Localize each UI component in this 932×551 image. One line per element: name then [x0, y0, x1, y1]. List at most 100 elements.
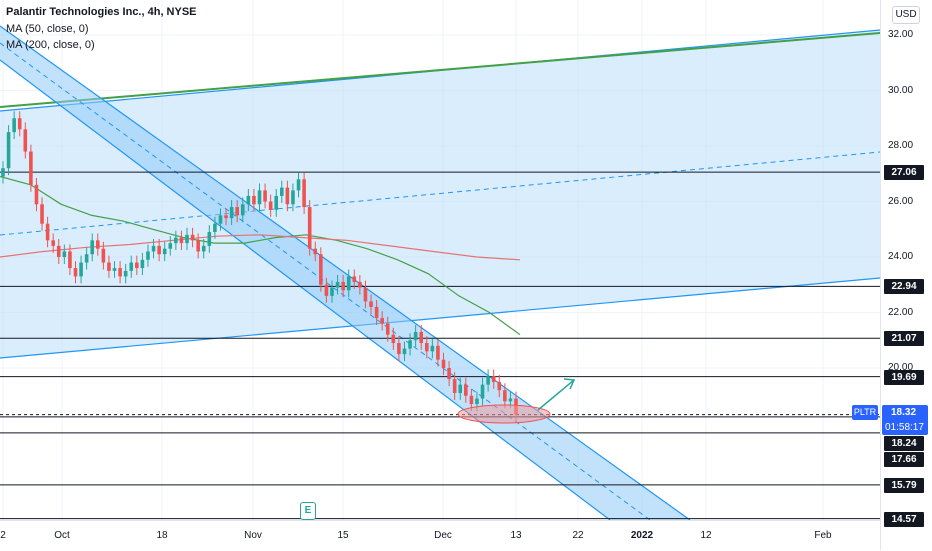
candle-body: [90, 240, 95, 255]
candle: [291, 183, 295, 212]
candle: [380, 311, 384, 331]
candle-body: [79, 262, 83, 277]
price-tick-label: 26.00: [888, 195, 914, 207]
support-ellipse: [457, 404, 551, 424]
candle: [246, 189, 251, 212]
candle: [319, 247, 323, 292]
forecast-arrowhead: [563, 378, 576, 390]
candle-body: [140, 259, 145, 269]
candle-body: [201, 245, 206, 252]
level-price-label: 22.94: [884, 279, 924, 295]
time-axis[interactable]: [0, 520, 880, 551]
candle-body: [40, 204, 44, 224]
candle: [179, 230, 184, 251]
candle: [358, 275, 362, 295]
candle: [352, 269, 357, 289]
price-chart-area[interactable]: [0, 0, 880, 520]
candle: [458, 377, 463, 400]
candle: [296, 172, 301, 198]
candle-body: [101, 248, 106, 263]
candle-body: [408, 340, 412, 349]
bar-countdown: 01:58:17: [885, 422, 924, 433]
level-price-label: 19.69: [884, 369, 924, 385]
level-price-label: 17.66: [884, 452, 924, 467]
candle: [73, 261, 78, 284]
price-axis[interactable]: [880, 0, 932, 550]
candle-body: [252, 195, 256, 205]
candle: [162, 241, 167, 262]
candle-body: [330, 287, 334, 296]
candle: [151, 238, 156, 259]
candle: [12, 111, 16, 140]
time-tick-label: Feb: [814, 530, 832, 541]
candle-body: [503, 390, 507, 402]
earnings-event-marker[interactable]: E: [300, 502, 316, 520]
ascending-channel-bottom: [0, 277, 880, 359]
candle-body: [319, 254, 323, 285]
candle: [112, 261, 117, 278]
level-price-label: 15.79: [884, 477, 924, 493]
candle: [335, 275, 340, 295]
candle-body: [135, 262, 139, 269]
candle: [218, 208, 223, 231]
candle: [324, 277, 329, 303]
candle-body: [268, 201, 273, 210]
candle-body: [213, 223, 217, 233]
candle-body: [1, 168, 5, 177]
candle-body: [218, 215, 223, 224]
candle: [263, 183, 267, 209]
candle: [129, 255, 134, 278]
forecast-arrow: [537, 379, 575, 411]
candle: [56, 238, 61, 264]
candle: [436, 338, 440, 367]
candle-body: [424, 343, 429, 352]
candle-body: [346, 276, 351, 291]
candle: [480, 377, 485, 406]
candle-body: [335, 281, 340, 288]
time-tick-label: 22: [572, 530, 584, 541]
candle: [68, 244, 72, 276]
candle-body: [358, 281, 362, 288]
candle: [391, 327, 396, 350]
candle-body: [441, 359, 446, 368]
candle-body: [324, 284, 329, 296]
candle: [374, 300, 379, 325]
candle-body: [257, 190, 262, 205]
candle: [51, 233, 55, 253]
candle: [503, 383, 507, 409]
candle: [118, 261, 122, 284]
candle-body: [508, 398, 513, 402]
candle-body: [274, 195, 279, 210]
candle: [447, 361, 451, 387]
candle: [40, 197, 44, 231]
candle: [229, 200, 234, 226]
candle: [257, 183, 262, 212]
candle-body: [118, 268, 122, 277]
candle-body: [157, 245, 161, 255]
candle-body: [385, 323, 390, 335]
candle: [185, 227, 189, 251]
candle: [174, 230, 178, 251]
candle-body: [56, 245, 61, 257]
candle: [95, 233, 100, 256]
candle-body: [146, 251, 150, 260]
time-tick-label: 12: [700, 530, 712, 541]
currency-button[interactable]: USD: [892, 6, 920, 24]
candle-body: [162, 248, 167, 255]
candle-body: [491, 376, 496, 382]
candle-body: [302, 179, 306, 208]
drawing-channels: [0, 25, 880, 520]
candle: [408, 333, 412, 356]
candle: [135, 255, 139, 276]
candle: [280, 180, 284, 203]
candle-body: [430, 345, 435, 352]
level-price-label: 27.06: [884, 165, 924, 181]
candle-body: [168, 243, 173, 249]
candle-body: [374, 306, 379, 319]
candle-body: [190, 234, 195, 241]
candle-body: [229, 207, 234, 219]
annotations: [457, 378, 576, 424]
candle-body: [413, 331, 418, 341]
price-tick-label: 32.00: [888, 29, 914, 40]
candle: [201, 238, 206, 259]
